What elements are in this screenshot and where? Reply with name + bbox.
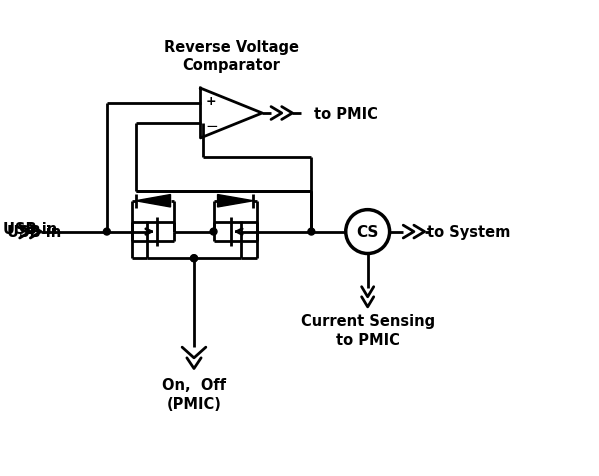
Circle shape — [308, 228, 315, 236]
Text: Reverse Voltage
Comparator: Reverse Voltage Comparator — [164, 40, 299, 73]
Text: to System: to System — [427, 225, 510, 239]
Circle shape — [104, 228, 110, 236]
Circle shape — [190, 255, 198, 262]
Polygon shape — [135, 195, 171, 208]
Text: −: − — [205, 119, 218, 133]
Text: USB in: USB in — [7, 225, 61, 239]
Text: +: + — [205, 95, 216, 108]
Text: to PMIC: to PMIC — [314, 106, 378, 121]
Text: USB in: USB in — [3, 222, 58, 237]
Circle shape — [210, 228, 217, 236]
Text: CS: CS — [356, 225, 379, 239]
Polygon shape — [217, 195, 253, 208]
Text: Current Sensing
to PMIC: Current Sensing to PMIC — [301, 314, 435, 347]
Circle shape — [190, 255, 198, 262]
Text: On,  Off
(PMIC): On, Off (PMIC) — [162, 377, 226, 411]
